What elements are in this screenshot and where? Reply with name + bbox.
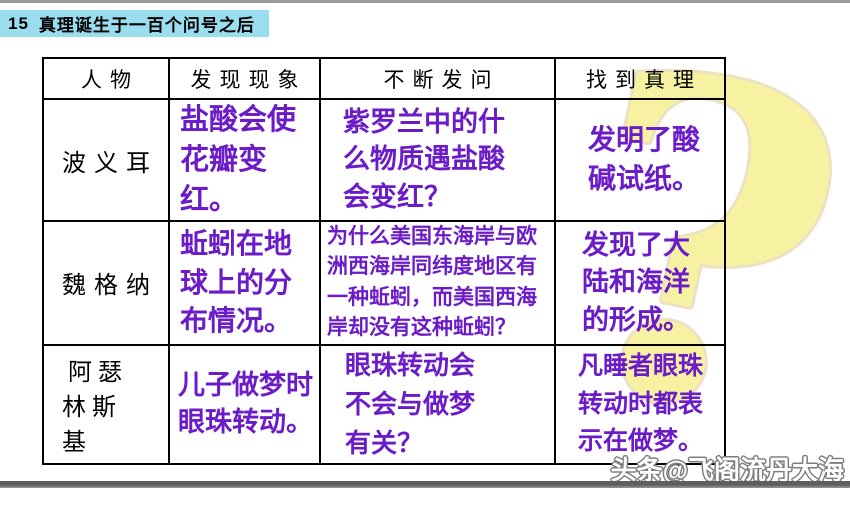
question-text: 紫罗兰中的什么物质遇盐酸会变红？ <box>343 107 505 212</box>
question-cell: 紫罗兰中的什么物质遇盐酸会变红？ <box>319 97 556 223</box>
truth-cell: 凡睡者眼珠转动时都表示在做梦。 <box>554 343 726 465</box>
person-name: 魏格纳 <box>62 273 158 300</box>
lesson-title-strip: 15 真理诞生于一百个问号之后 <box>0 10 269 37</box>
table-row-wegener: 魏格纳 蚯蚓在地球上的分布情况。 为什么美国东海岸与欧洲西海岸同纬度地区有一种蚯… <box>42 220 726 346</box>
column-header-truth: 找到真理 <box>554 57 726 100</box>
person-cell: 魏格纳 <box>42 220 170 346</box>
phenomenon-cell: 蚯蚓在地球上的分布情况。 <box>168 220 321 346</box>
credit-watermark: 头条@飞阁流丹大海 <box>610 455 844 485</box>
column-header-person: 人物 <box>42 57 170 100</box>
phenomenon-text: 盐酸会使花瓣变红。 <box>180 104 297 217</box>
phenomenon-cell: 儿子做梦时眼珠转动。 <box>168 343 321 465</box>
person-name: 波义耳 <box>62 150 158 177</box>
truth-cell: 发现了大陆和海洋的形成。 <box>554 220 726 346</box>
question-text: 眼珠转动会不会与做梦有关？ <box>345 349 476 458</box>
table-header-row: 人物 发现现象 不断发问 找到真理 <box>42 57 726 100</box>
lesson-number: 15 <box>8 13 29 33</box>
truth-text: 发现了大陆和海洋的形成。 <box>582 230 690 335</box>
table-row-aserinsky: 阿瑟林斯基 儿子做梦时眼珠转动。 眼珠转动会不会与做梦有关？ 凡睡者眼珠转动时都… <box>42 343 726 465</box>
question-cell: 为什么美国东海岸与欧洲西海岸同纬度地区有一种蚯蚓，而美国西海岸却没有这种蚯蚓？ <box>319 220 556 346</box>
person-name: 阿瑟林斯基 <box>62 359 128 456</box>
question-text: 为什么美国东海岸与欧洲西海岸同纬度地区有一种蚯蚓，而美国西海岸却没有这种蚯蚓？ <box>327 225 537 340</box>
truth-text: 凡睡者眼珠转动时都表示在做梦。 <box>578 352 704 456</box>
phenomenon-cell: 盐酸会使花瓣变红。 <box>168 97 321 223</box>
question-cell: 眼珠转动会不会与做梦有关？ <box>319 343 556 465</box>
phenomenon-text: 儿子做梦时眼珠转动。 <box>178 370 313 438</box>
phenomenon-text: 蚯蚓在地球上的分布情况。 <box>180 227 293 337</box>
truth-text: 发明了酸碱试纸。 <box>588 124 701 195</box>
column-header-phenomenon: 发现现象 <box>168 57 321 100</box>
truth-cell: 发明了酸碱试纸。 <box>554 97 726 223</box>
bottom-divider <box>0 481 850 488</box>
person-cell: 波义耳 <box>42 97 170 223</box>
person-cell: 阿瑟林斯基 <box>42 343 170 465</box>
table-row-boyle: 波义耳 盐酸会使花瓣变红。 紫罗兰中的什么物质遇盐酸会变红？ 发明了酸碱试纸。 <box>42 97 726 223</box>
column-header-question: 不断发问 <box>319 57 556 100</box>
summary-table: 人物 发现现象 不断发问 找到真理 波义耳 盐酸会使花瓣变红。 紫罗兰中的什么物… <box>42 57 726 465</box>
lesson-title: 真理诞生于一百个问号之后 <box>38 16 255 35</box>
top-divider <box>0 0 850 3</box>
